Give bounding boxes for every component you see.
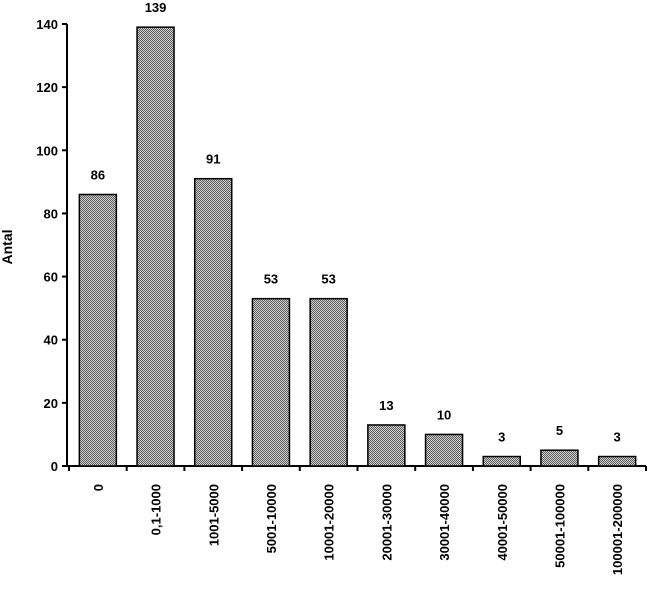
bar-value-label: 86 xyxy=(91,167,105,182)
y-tick-label: 40 xyxy=(44,333,58,348)
y-tick-label: 20 xyxy=(44,396,58,411)
x-tick-label: 0,1-1000 xyxy=(149,484,164,535)
x-tick-label: 30001-40000 xyxy=(437,484,452,561)
bar xyxy=(309,297,348,467)
y-tick-label: 0 xyxy=(51,459,58,474)
y-tick-label: 60 xyxy=(44,270,58,285)
x-tick-label: 10001-20000 xyxy=(322,484,337,561)
bar xyxy=(251,297,291,467)
x-tick-label: 100001-200000 xyxy=(610,484,625,575)
bar xyxy=(194,177,233,467)
bar-value-label: 53 xyxy=(321,272,335,287)
bar-value-label: 91 xyxy=(206,152,220,167)
bar xyxy=(367,424,406,467)
y-tick-label: 100 xyxy=(36,143,58,158)
bar-value-label: 5 xyxy=(556,423,563,438)
bar-value-label: 3 xyxy=(614,430,621,445)
bar xyxy=(136,26,175,467)
bar-value-label: 139 xyxy=(145,0,167,15)
y-tick-label: 80 xyxy=(44,206,58,221)
x-tick-label: 40001-50000 xyxy=(495,484,510,561)
x-tick-label: 20001-30000 xyxy=(379,484,394,561)
axes: 0 20 40 60 80 100 120 140 0 0,1-1000 1001-5000 5001… xyxy=(36,17,647,575)
bar xyxy=(424,433,464,467)
bar-value-label: 53 xyxy=(264,272,278,287)
bar xyxy=(78,193,118,467)
bar xyxy=(597,455,637,467)
y-tick-label: 120 xyxy=(36,80,58,95)
x-tick-label: 0 xyxy=(91,484,106,491)
bars xyxy=(78,26,637,467)
bar-value-label: 10 xyxy=(437,407,451,422)
x-tick-label: 1001-5000 xyxy=(206,484,221,546)
bar-value-label: 13 xyxy=(379,398,393,413)
bar xyxy=(482,455,521,467)
y-tick-label: 140 xyxy=(36,17,58,32)
x-tick-label: 5001-10000 xyxy=(264,484,279,553)
y-axis-title: Antal xyxy=(0,230,15,265)
bar xyxy=(540,449,579,467)
bar-value-label: 3 xyxy=(498,430,505,445)
x-tick-label: 50001-100000 xyxy=(552,484,567,568)
